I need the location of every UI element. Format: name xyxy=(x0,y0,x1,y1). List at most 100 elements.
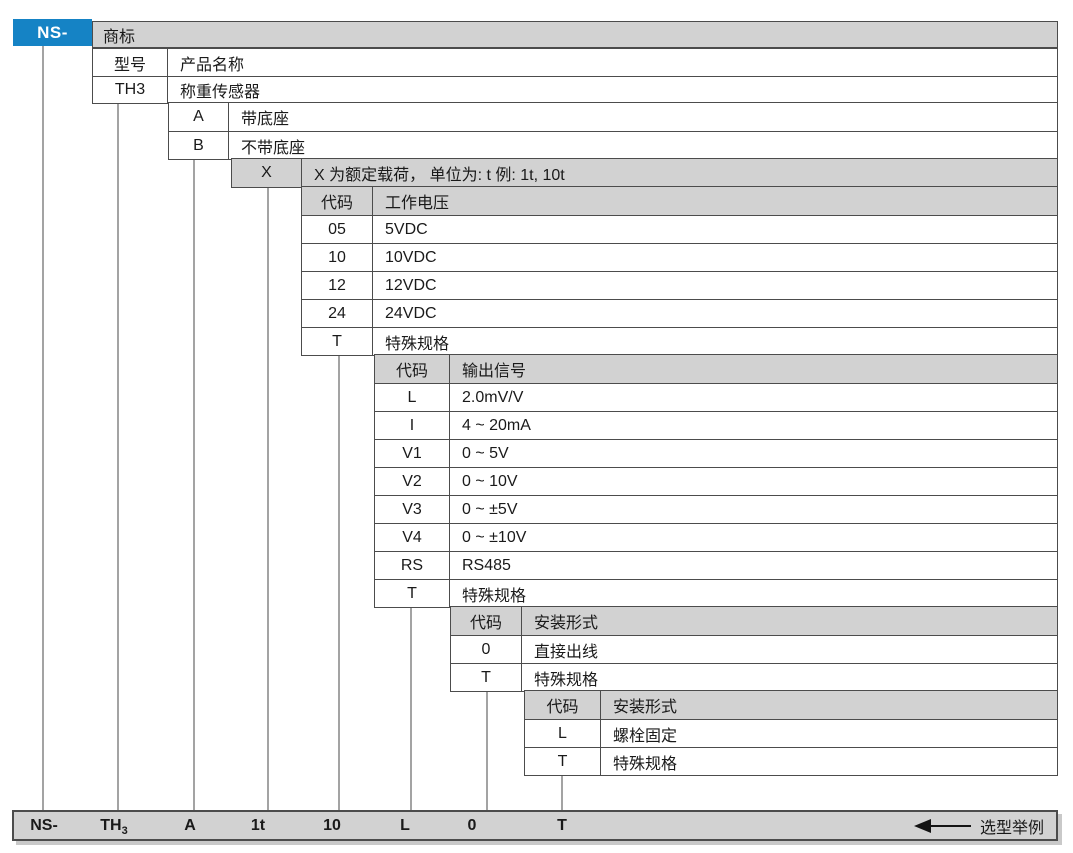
code-cell: TH3 xyxy=(93,77,168,103)
table-row: 10 10VDC xyxy=(302,243,1057,271)
code-cell: T xyxy=(302,328,373,355)
example-code-bar: NS- TH3 A 1t 10 L 0 T 选型举例 xyxy=(12,810,1058,841)
code-cell: I xyxy=(375,412,450,439)
code-cell: A xyxy=(169,103,229,131)
desc-cell: 特殊规格 xyxy=(462,587,527,605)
table-row: TH3 称重传感器 xyxy=(93,76,1057,103)
code-cell: T xyxy=(375,580,450,607)
code-cell: T xyxy=(525,748,601,775)
example-caption: 选型举例 xyxy=(979,819,1044,837)
code-cell: L xyxy=(375,384,450,411)
desc-cell: 特殊规格 xyxy=(613,755,678,773)
trademark-label: 商标 xyxy=(103,28,136,46)
trademark-row: 商标 xyxy=(92,21,1058,48)
table-header-row: 代码 安装形式 xyxy=(451,607,1057,635)
example-code: A xyxy=(184,817,196,834)
table-row: T 特殊规格 xyxy=(451,663,1057,691)
table-row: L 2.0mV/V xyxy=(375,383,1057,411)
left-arrow-icon xyxy=(913,818,931,833)
arrow-line xyxy=(930,824,971,827)
code-cell: 0 xyxy=(451,636,522,663)
desc-cell: 称重传感器 xyxy=(180,84,261,101)
example-code: 0 xyxy=(467,817,477,834)
table-row: T 特殊规格 xyxy=(302,327,1057,355)
desc-cell: 特殊规格 xyxy=(534,671,599,689)
output-signal-table: 代码 输出信号 L 2.0mV/V I 4 ~ 20mA V1 0 ~ 5V V… xyxy=(374,354,1058,608)
desc-cell: X 为额定载荷， 单位为: t 例: 1t, 10t xyxy=(314,167,565,184)
rated-load-row: X X 为额定载荷， 单位为: t 例: 1t, 10t xyxy=(231,158,1058,188)
desc-cell: 24VDC xyxy=(385,304,437,322)
table-row: 24 24VDC xyxy=(302,299,1057,327)
table-row: A 带底座 xyxy=(169,103,1057,131)
code-cell: V3 xyxy=(375,496,450,523)
desc-cell: 带底座 xyxy=(241,111,290,128)
prefix-label: NS- xyxy=(37,22,68,42)
table-row: 0 直接出线 xyxy=(451,635,1057,663)
desc-cell: 不带底座 xyxy=(241,139,306,157)
example-code: 1t xyxy=(250,817,266,834)
example-code: L xyxy=(400,817,410,834)
code-header-cell: 代码 xyxy=(302,187,373,215)
code-header-cell: 代码 xyxy=(451,607,522,635)
desc-cell: 螺栓固定 xyxy=(613,727,678,745)
desc-cell: 0 ~ 10V xyxy=(462,472,518,490)
table-row: V4 0 ~ ±10V xyxy=(375,523,1057,551)
table-row: V2 0 ~ 10V xyxy=(375,467,1057,495)
mounting-form-table-2: 代码 安装形式 L 螺栓固定 T 特殊规格 xyxy=(524,690,1058,776)
desc-cell: RS485 xyxy=(462,556,511,574)
code-cell: RS xyxy=(375,552,450,579)
code-cell: 24 xyxy=(302,300,373,327)
code-cell: V2 xyxy=(375,468,450,495)
table-row: 05 5VDC xyxy=(302,215,1057,243)
model-name-table: 型号 产品名称 TH3 称重传感器 xyxy=(92,48,1058,104)
connector-line-base xyxy=(193,158,195,810)
table-row: T 特殊规格 xyxy=(525,747,1057,775)
code-header-cell: 代码 xyxy=(525,691,601,719)
desc-header-cell: 工作电压 xyxy=(385,195,450,212)
code-cell: X xyxy=(232,159,302,187)
desc-cell: 5VDC xyxy=(385,220,428,238)
desc-cell: 4 ~ 20mA xyxy=(462,416,531,434)
code-cell: B xyxy=(169,132,229,159)
table-row: X X 为额定载荷， 单位为: t 例: 1t, 10t xyxy=(232,159,1057,187)
desc-cell: 0 ~ ±10V xyxy=(462,528,527,546)
desc-header-cell: 安装形式 xyxy=(534,615,599,632)
code-cell: V1 xyxy=(375,440,450,467)
table-row: 型号 产品名称 xyxy=(93,49,1057,76)
desc-cell: 产品名称 xyxy=(180,56,245,74)
code-cell: 型号 xyxy=(93,49,168,76)
table-row: 12 12VDC xyxy=(302,271,1057,299)
desc-header-cell: 安装形式 xyxy=(613,699,678,716)
table-row: I 4 ~ 20mA xyxy=(375,411,1057,439)
code-cell: V4 xyxy=(375,524,450,551)
mounting-form-table: 代码 安装形式 0 直接出线 T 特殊规格 xyxy=(450,606,1058,692)
connector-line-model xyxy=(117,102,119,810)
code-cell: L xyxy=(525,720,601,747)
code-cell: 10 xyxy=(302,244,373,271)
working-voltage-table: 代码 工作电压 05 5VDC 10 10VDC 12 12VDC 24 24V… xyxy=(301,186,1058,356)
example-code: T xyxy=(557,817,567,834)
table-row: L 螺栓固定 xyxy=(525,719,1057,747)
example-code: 10 xyxy=(323,817,341,834)
desc-header-cell: 输出信号 xyxy=(462,363,527,380)
connector-line-mounting1 xyxy=(486,690,488,810)
prefix-box: NS- xyxy=(13,19,92,46)
table-header-row: 代码 输出信号 xyxy=(375,355,1057,383)
table-row: RS RS485 xyxy=(375,551,1057,579)
desc-cell: 特殊规格 xyxy=(385,335,450,353)
code-cell: 12 xyxy=(302,272,373,299)
desc-cell: 2.0mV/V xyxy=(462,388,524,406)
table-row: T 特殊规格 xyxy=(375,579,1057,607)
base-option-table: A 带底座 B 不带底座 xyxy=(168,102,1058,160)
connector-line-load xyxy=(267,186,269,810)
desc-cell: 10VDC xyxy=(385,248,437,266)
table-row: B 不带底座 xyxy=(169,131,1057,159)
desc-cell: 12VDC xyxy=(385,276,437,294)
desc-cell: 0 ~ 5V xyxy=(462,444,509,462)
table-row: V3 0 ~ ±5V xyxy=(375,495,1057,523)
code-cell: 05 xyxy=(302,216,373,243)
connector-line-signal xyxy=(410,606,412,810)
connector-line-mounting2 xyxy=(561,774,563,810)
code-header-cell: 代码 xyxy=(375,355,450,383)
